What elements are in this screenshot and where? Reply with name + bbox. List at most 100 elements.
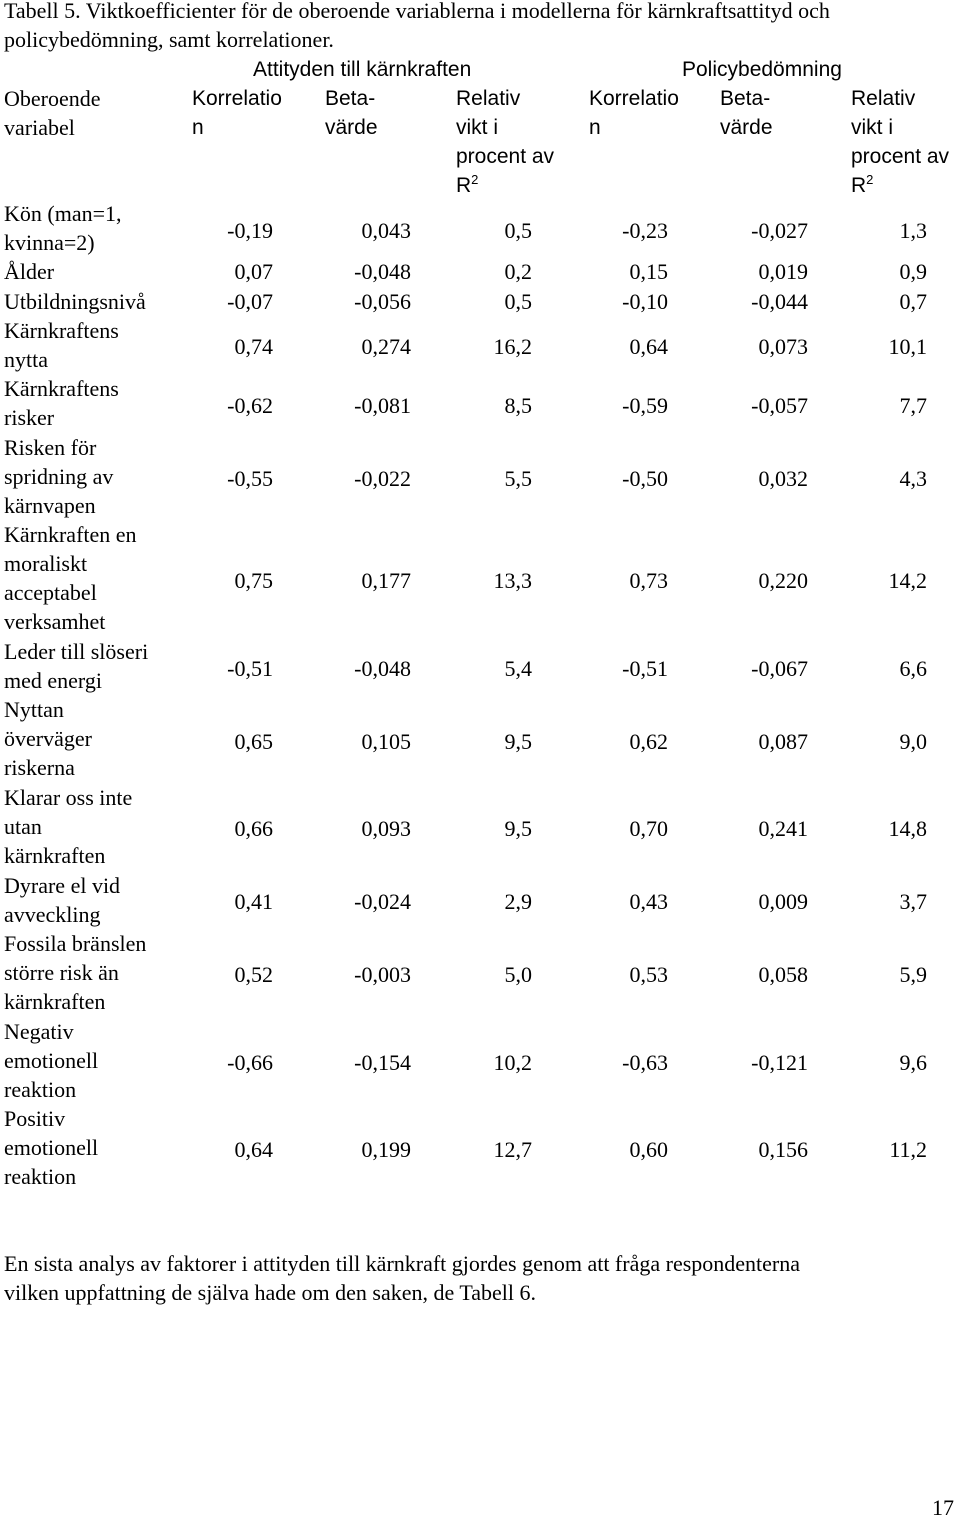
table-cell: 0,9 (899, 259, 928, 285)
table-cell: 0,043 (361, 217, 412, 243)
table-caption: Tabell 5. Viktkoefficienter för de obero… (4, 0, 960, 54)
table-cell: 14,8 (888, 816, 928, 842)
table-cell: 0,66 (234, 816, 274, 842)
table-cell: 11,2 (889, 1137, 927, 1163)
table-row: Positiv emotionell reaktion 0,64 0,199 12,7 0,… (0, 1104, 960, 1192)
column-header-korrelation: Korrelatio n (589, 87, 679, 139)
column-header-relativ: Relativ vikt i procent av R2 (851, 87, 950, 197)
table-cell: 0,032 (758, 465, 809, 491)
table-row: Klarar oss inte utan kärnkraften 0,66 0,093 9… (0, 783, 960, 871)
column-header-beta: Beta- värde (325, 87, 378, 139)
body-paragraph: En sista analys av faktorer i attityden … (4, 1251, 800, 1305)
table-cell: 0,7 (899, 288, 928, 314)
table-cell: 0,058 (758, 962, 809, 988)
table-cell: 0,220 (758, 567, 809, 593)
table-cell: -0,66 (227, 1049, 273, 1075)
table-row: Kön (man=1, kvinna=2) -0,19 0,043 0,5 -0,23 -0… (0, 199, 960, 257)
table-cell: 13,3 (493, 567, 533, 593)
table-cell: 0,105 (361, 728, 412, 754)
table-cell: 9,0 (899, 728, 928, 754)
table-cell: 0,64 (629, 334, 669, 360)
table-cell: 0,41 (234, 889, 274, 915)
group-header-policy: Policybedömning (682, 58, 842, 81)
table-cell: -0,022 (354, 465, 411, 491)
table-cell: 0,62 (629, 728, 669, 754)
table-cell: -0,048 (354, 655, 411, 681)
table-cell: 14,2 (888, 567, 928, 593)
group-header-attitude: Attityden till kärnkraften (253, 58, 472, 81)
table-cell: -0,07 (227, 288, 273, 314)
table-cell: 5,9 (899, 962, 928, 988)
table-cell: 0,177 (361, 567, 412, 593)
table-cell: -0,081 (354, 392, 411, 418)
table-cell: 0,009 (758, 889, 809, 915)
row-label: Kärnkraftens nytta (4, 317, 119, 372)
table-cell: -0,027 (751, 217, 808, 243)
table-cell: -0,056 (354, 288, 411, 314)
table-row: Kärnkraftens risker -0,62 -0,081 8,5 -0,59 -0,… (0, 374, 960, 432)
table-cell: 3,7 (899, 889, 928, 915)
table-cell: 4,3 (899, 465, 928, 491)
table-cell: -0,121 (751, 1049, 808, 1075)
table-cell: 0,019 (758, 259, 809, 285)
row-label: Dyrare el vid avveckling (4, 872, 121, 927)
table-cell: -0,10 (622, 288, 668, 314)
table-cell: 6,6 (899, 655, 928, 681)
row-label: Leder till slöseri med energi (4, 639, 149, 693)
table-row: Fossila bränslen större risk än kärnkrafte… (0, 929, 960, 1017)
table-cell: 0,2 (504, 259, 533, 285)
table-cell: 0,60 (629, 1137, 669, 1163)
table-cell: -0,067 (751, 655, 808, 681)
table-cell: 0,65 (234, 728, 274, 754)
table-cell: 0,274 (361, 334, 412, 360)
table-cell: -0,044 (751, 288, 808, 314)
table-cell: 12,7 (493, 1137, 533, 1163)
table-cell: 0,52 (234, 962, 274, 988)
table-cell: 8,5 (504, 392, 533, 418)
table-cell: -0,003 (354, 962, 411, 988)
row-label: Fossila bränslen större risk än kärnkrafte… (4, 931, 147, 1014)
superscript-2: 2 (471, 172, 479, 187)
table-cell: 0,199 (361, 1137, 412, 1163)
table-cell: 0,74 (234, 334, 274, 360)
table-row: Kärnkraften en moraliskt acceptabel verksam… (0, 520, 960, 637)
table-cell: 10,2 (493, 1049, 533, 1075)
page-number: 17 (932, 1495, 954, 1520)
row-label: Utbildningsnivå (4, 288, 146, 314)
superscript-2: 2 (866, 172, 874, 187)
table-cell: 9,6 (899, 1049, 928, 1075)
table-cell: -0,51 (227, 655, 273, 681)
row-label: Nyttan överväger riskerna (4, 697, 92, 781)
row-label: Kön (man=1, kvinna=2) (4, 201, 122, 255)
table-row: Dyrare el vid avveckling 0,41 -0,024 2,9 0,43… (0, 871, 960, 929)
row-label: Klarar oss inte utan kärnkraften (4, 785, 133, 868)
table-cell: 2,9 (504, 889, 533, 915)
table-row: Kärnkraftens nytta 0,74 0,274 16,2 0,64 0,073 1… (0, 316, 960, 374)
table-row: Negativ emotionell reaktion -0,66 -0,154 10,2… (0, 1017, 960, 1105)
table-row: Nyttan överväger riskerna 0,65 0,105 9,5 0,62 0… (0, 695, 960, 783)
table-cell: 0,07 (234, 259, 274, 285)
table-cell: 0,64 (234, 1137, 274, 1163)
table-cell: -0,51 (622, 655, 668, 681)
table-cell: 0,087 (758, 728, 809, 754)
table-cell: 0,75 (234, 567, 274, 593)
table-cell: -0,62 (227, 392, 273, 418)
column-header-relativ: Relativ vikt i procent av R2 (456, 87, 555, 197)
table-cell: -0,154 (354, 1049, 411, 1075)
table-cell: -0,057 (751, 392, 808, 418)
column-header-beta: Beta- värde (720, 87, 773, 139)
table-cell: 0,241 (758, 816, 809, 842)
table-cell: 0,43 (629, 889, 669, 915)
table-cell: -0,23 (622, 217, 668, 243)
table-cell: -0,024 (354, 889, 411, 915)
table-cell: 10,1 (888, 334, 928, 360)
table-cell: 5,4 (504, 655, 533, 681)
row-label: Ålder (4, 259, 55, 285)
table-cell: 16,2 (493, 334, 533, 360)
table-cell: 0,53 (629, 962, 669, 988)
table-row: Risken för spridning av kärnvapen -0,55 -0,0… (0, 433, 960, 521)
row-label: Kärnkraftens risker (4, 376, 119, 431)
table-cell: 0,5 (504, 288, 533, 314)
row-label: Risken för spridning av kärnvapen (4, 434, 114, 518)
table-cell: 0,15 (629, 259, 669, 285)
